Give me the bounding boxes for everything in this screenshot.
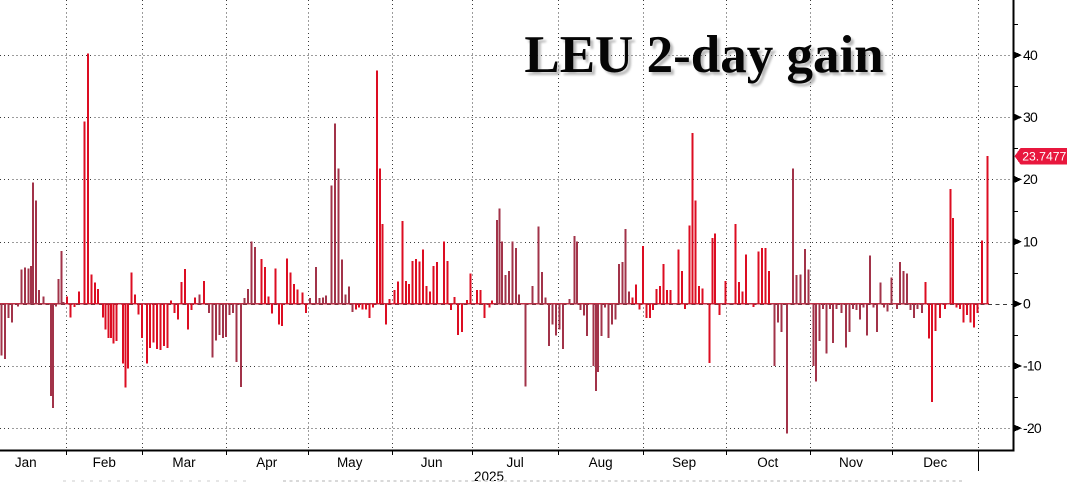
svg-text:Sep: Sep [672,455,696,470]
svg-text:10: 10 [1023,233,1038,249]
svg-text:2025: 2025 [474,469,504,483]
svg-text:-20: -20 [1023,420,1042,436]
svg-text:Nov: Nov [839,455,863,470]
svg-text:Mar: Mar [172,455,196,470]
svg-text:May: May [337,455,363,470]
svg-text:30: 30 [1023,109,1038,125]
svg-text:0: 0 [1023,296,1031,312]
svg-text:20: 20 [1023,171,1038,187]
svg-text:LEU 2-day gain: LEU 2-day gain [527,29,886,87]
svg-text:Apr: Apr [256,455,278,470]
svg-text:Jan: Jan [15,455,37,470]
svg-text:Oct: Oct [757,455,778,470]
svg-text:Feb: Feb [93,455,116,470]
svg-text:23.7477: 23.7477 [1022,149,1066,163]
svg-text:Dec: Dec [923,455,947,470]
svg-text:40: 40 [1023,47,1038,63]
svg-text:-10: -10 [1023,358,1042,374]
svg-text:Aug: Aug [589,455,613,470]
svg-text:Jul: Jul [506,455,523,470]
svg-text:Jun: Jun [421,455,443,470]
svg-text:LEU 2-day gain: LEU 2-day gain [524,26,883,84]
